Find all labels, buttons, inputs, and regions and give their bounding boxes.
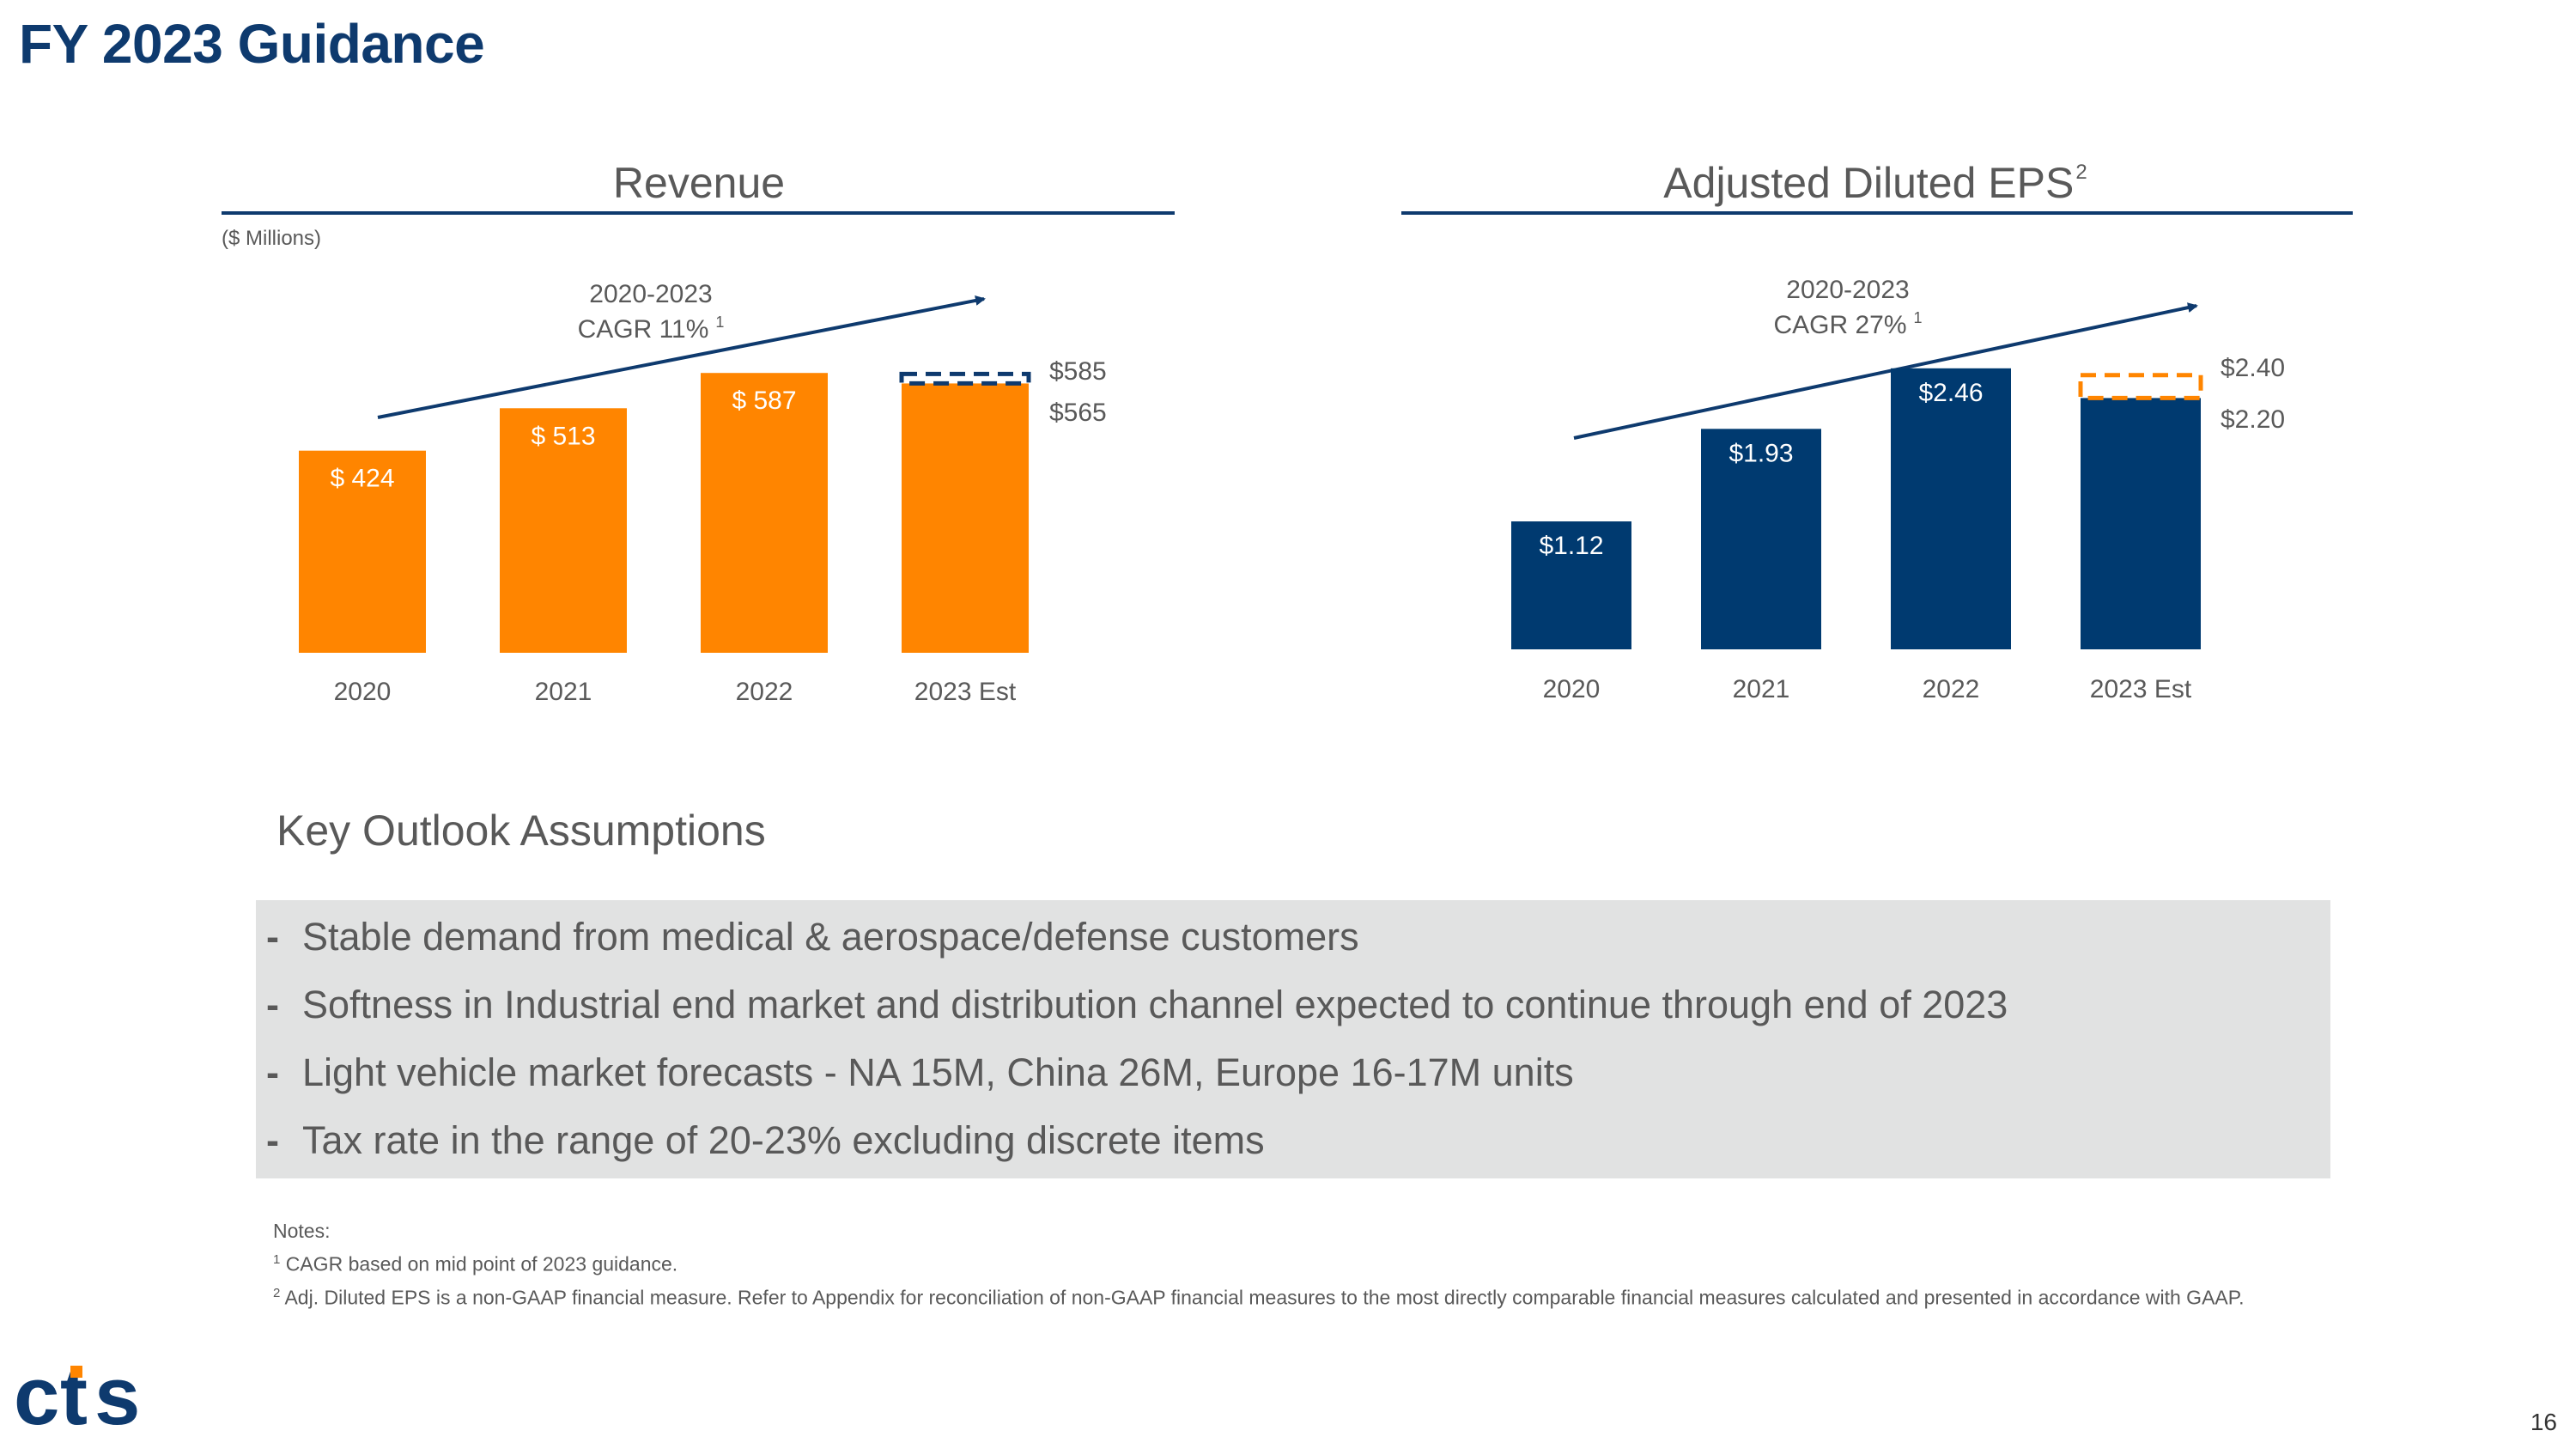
eps-bars: $1.12 2020 $1.93 2021 $2.46 2022 2023 Est	[1511, 368, 2203, 703]
revenue-unit-note: ($ Millions)	[222, 227, 321, 250]
revenue-tick-label: 2020	[334, 678, 392, 706]
eps-title-superscript: 2	[2075, 161, 2087, 184]
assumption-item: - Softness in Industrial end market and d…	[266, 972, 2008, 1038]
eps-data-label: $1.12	[1539, 532, 1603, 560]
revenue-range-high-label: $585	[1049, 357, 1107, 386]
footnote-1: 1 CAGR based on mid point of 2023 guidan…	[273, 1245, 2282, 1279]
revenue-trend-footnote: 1	[715, 314, 724, 331]
revenue-bar-2023-est	[902, 383, 1029, 653]
eps-tick-label: 2023 Est	[2090, 675, 2192, 703]
revenue-bars: $ 424 2020 $ 513 2021 $ 587 2022 2023 Est	[299, 371, 1031, 706]
footnote-1-text: CAGR based on mid point of 2023 guidance…	[285, 1252, 678, 1275]
footnote-2: 2 Adj. Diluted EPS is a non-GAAP financi…	[273, 1279, 2282, 1312]
footnote-2-text: Adj. Diluted EPS is a non-GAAP financial…	[284, 1286, 2245, 1309]
eps-tick-label: 2022	[1923, 675, 1980, 703]
revenue-bar-2021	[500, 408, 627, 653]
footnote-1-marker: 1	[273, 1252, 281, 1267]
assumption-text: Stable demand from medical & aerospace/d…	[302, 915, 1359, 959]
eps-bar-2020	[1511, 521, 1631, 649]
eps-chart: Adjusted Diluted EPS2 2020-2023 CAGR 27%…	[1401, 159, 2353, 703]
eps-chart-title: Adjusted Diluted EPS2	[1663, 159, 2087, 207]
assumptions-panel: - Stable demand from medical & aerospace/…	[256, 900, 2330, 1178]
revenue-data-label: $ 513	[531, 422, 595, 450]
revenue-trend-period: 2020-2023	[589, 280, 712, 308]
bullet-dash: -	[266, 915, 279, 959]
revenue-guidance-range-box	[899, 371, 1031, 386]
revenue-trend-cagr-text: CAGR 11%	[578, 315, 709, 344]
eps-chart-title-text: Adjusted Diluted EPS	[1663, 159, 2074, 207]
revenue-chart: Revenue ($ Millions) 2020-2023 CAGR 11% 1…	[222, 159, 1175, 706]
revenue-tick-label: 2022	[736, 678, 793, 706]
eps-trend-footnote: 1	[1914, 309, 1923, 326]
eps-range-high-label: $2.40	[2221, 354, 2285, 382]
eps-trend-period: 2020-2023	[1786, 276, 1909, 304]
notes-heading: Notes:	[273, 1220, 331, 1242]
footnote-2-marker: 2	[273, 1285, 281, 1300]
assumption-item: - Stable demand from medical & aerospace/…	[266, 904, 1359, 970]
revenue-trend-cagr: CAGR 11% 1	[578, 314, 725, 344]
revenue-tick-label: 2023 Est	[914, 678, 1017, 706]
revenue-chart-title: Revenue	[613, 159, 785, 207]
eps-data-label: $1.93	[1728, 439, 1793, 467]
bullet-dash: -	[266, 983, 279, 1026]
eps-tick-label: 2021	[1733, 675, 1790, 703]
eps-trend-arrow	[1573, 302, 2198, 440]
assumption-item: - Light vehicle market forecasts - NA 15M…	[266, 1040, 1574, 1105]
eps-bar-2021	[1701, 429, 1821, 649]
eps-bar-2023-est	[2081, 398, 2201, 649]
eps-range-low-label: $2.20	[2221, 405, 2285, 434]
eps-trend-cagr-text: CAGR 27%	[1773, 311, 1906, 339]
revenue-tick-label: 2021	[535, 678, 592, 706]
revenue-trend-arrow	[377, 295, 986, 419]
page-number: 16	[2530, 1409, 2557, 1435]
cts-logo: c t s	[14, 1355, 140, 1434]
page-title: FY 2023 Guidance	[19, 13, 485, 75]
assumption-item: - Tax rate in the range of 20-23% excludi…	[266, 1108, 1265, 1173]
assumption-text: Light vehicle market forecasts - NA 15M,…	[302, 1050, 1574, 1094]
eps-trend-cagr: CAGR 27% 1	[1773, 309, 1922, 339]
assumption-text: Tax rate in the range of 20-23% excludin…	[302, 1118, 1265, 1162]
footnotes: Notes: 1 CAGR based on mid point of 2023…	[273, 1216, 2282, 1312]
eps-guidance-range-box	[2078, 373, 2203, 400]
bullet-dash: -	[266, 1118, 279, 1162]
assumption-text: Softness in Industrial end market and di…	[302, 983, 2008, 1026]
svg-text:c: c	[14, 1355, 58, 1434]
eps-data-label: $2.46	[1918, 379, 1983, 407]
svg-text:s: s	[94, 1355, 140, 1434]
revenue-bar-2020	[299, 450, 426, 653]
revenue-data-label: $ 424	[330, 465, 394, 493]
eps-tick-label: 2020	[1543, 675, 1601, 703]
assumptions-heading: Key Outlook Assumptions	[276, 807, 766, 855]
revenue-data-label: $ 587	[732, 387, 796, 415]
revenue-range-low-label: $565	[1049, 399, 1107, 427]
revenue-bar-2022	[701, 373, 828, 653]
eps-bar-2022	[1891, 368, 2011, 649]
bullet-dash: -	[266, 1050, 279, 1094]
